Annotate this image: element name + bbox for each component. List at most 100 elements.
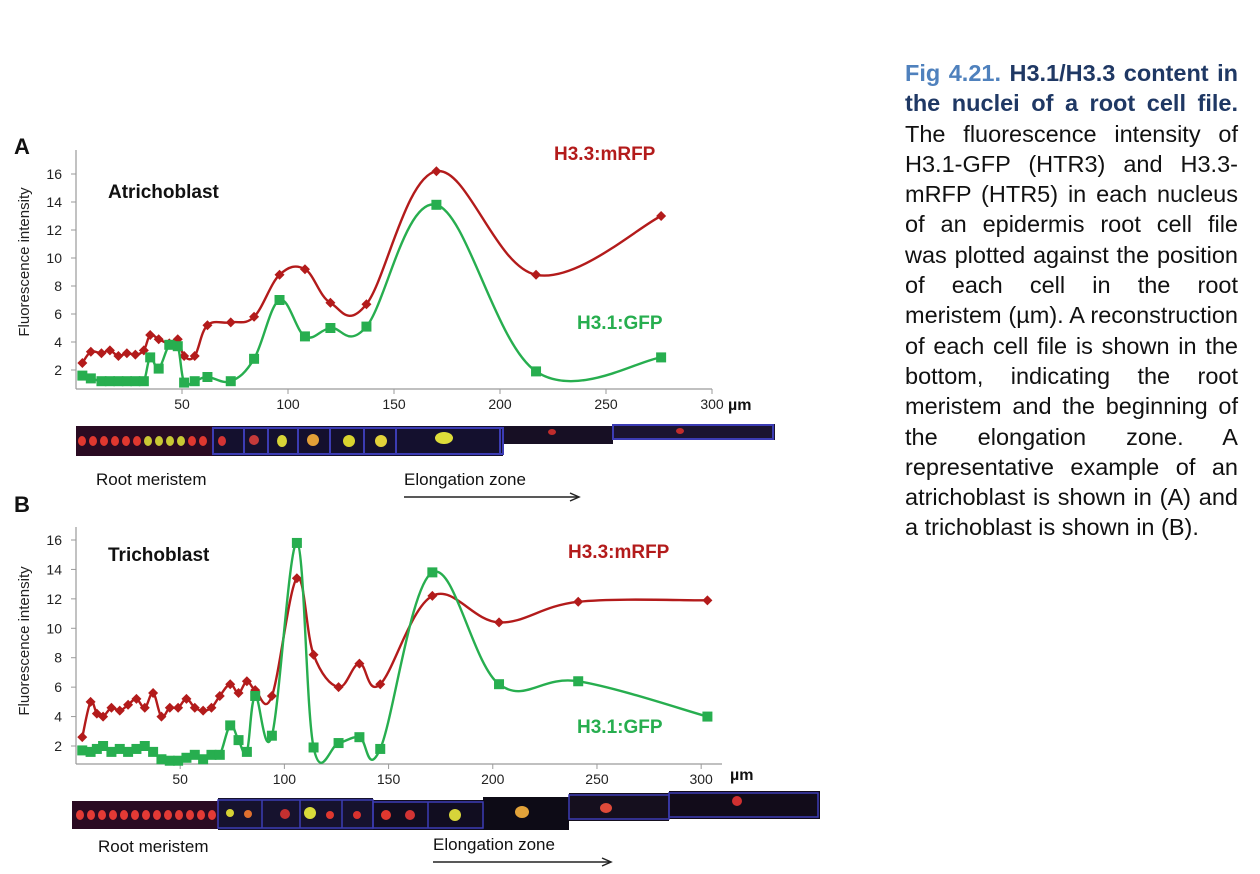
panel-a-h31-point <box>145 352 156 363</box>
panel-b-h31-point <box>427 567 438 578</box>
panel-b-h33-point <box>156 711 167 722</box>
panel-b-h31-point <box>198 754 209 765</box>
panel-b-elongation-arrow <box>433 857 613 867</box>
panel-a-h33-point <box>431 166 442 177</box>
panel-a-h31-point <box>85 373 96 384</box>
panel-b: B Trichoblast Fluorescence intensity 2 4 6… <box>14 492 820 867</box>
panel-b-h33-point <box>139 702 150 713</box>
panel-a-h31-point <box>225 376 236 387</box>
panel-b-h31-point <box>702 711 713 722</box>
panel-b-h31-point <box>214 749 225 760</box>
panel-a-letter: A <box>14 134 30 159</box>
panel-a-h33-point <box>96 348 107 359</box>
panel-b-h33-point <box>131 693 142 704</box>
panel-b-x-tick-label: 50 <box>172 771 188 787</box>
panel-a-h33-point <box>531 269 542 280</box>
panel-b-h31-point <box>206 749 217 760</box>
panel-b-y-tick-label: 14 <box>46 561 62 577</box>
panel-b-h31-point <box>333 738 344 749</box>
panel-b-elongation-zone-label: Elongation zone <box>433 835 555 854</box>
panel-b-x-tick-label: 150 <box>377 771 401 787</box>
panel-a-x-tick-label: 50 <box>174 396 190 412</box>
panel-b-x-unit: µm <box>730 767 753 784</box>
panel-b-h33-point <box>427 590 438 601</box>
panel-a-h31-point <box>531 366 542 377</box>
panel-a-h33-point <box>189 351 200 361</box>
panel-a-h33-point <box>77 358 88 368</box>
panel-a-h33-point <box>249 311 260 322</box>
panel-b-h31-point <box>91 743 102 754</box>
panel-b-y-tick-label: 12 <box>46 591 62 607</box>
panel-a-y-tick-label: 12 <box>46 222 62 238</box>
panel-a-elongation-zone-label: Elongation zone <box>404 470 526 489</box>
panel-a-h31-point <box>249 353 260 364</box>
panel-b-h33-point <box>123 699 134 710</box>
panel-a-y-tick-label: 4 <box>54 334 62 350</box>
panel-b-legend-h33: H3.3:mRFP <box>568 542 670 563</box>
panel-b-h33-point <box>333 682 344 693</box>
panel-a-h31-point <box>189 376 200 387</box>
panel-a-root-meristem-label: Root meristem <box>96 470 207 489</box>
panel-b-h31-point <box>123 746 134 757</box>
panel-a-axes: 2 4 6 8 10 12 14 16 50 100 150 200 250 300 <box>46 150 724 412</box>
panel-b-h33-point <box>198 705 209 716</box>
panel-a-y-tick-label: 8 <box>54 278 62 294</box>
panel-a-h31-point <box>121 376 132 387</box>
panel-b-h33-point <box>148 688 159 699</box>
panel-a-h33-point <box>202 320 213 331</box>
panel-a-h33-point <box>299 264 310 275</box>
panel-b-h33-point <box>106 702 117 713</box>
panel-a-y-tick-label: 2 <box>54 362 62 378</box>
panel-a-x-tick-label: 100 <box>276 396 300 412</box>
panel-b-h31-point <box>375 743 386 754</box>
panel-a-x-tick-label: 300 <box>700 396 724 412</box>
panel-b-y-tick-label: 10 <box>46 620 62 636</box>
panel-b-legend-h31: H3.1:GFP <box>577 717 663 738</box>
panel-b-h31-point <box>98 741 109 751</box>
panel-b-axes: 2 4 6 8 10 12 14 16 50 100 150 200 250 300 <box>46 527 722 787</box>
panel-b-h33-point <box>573 596 584 607</box>
caption-title: H3.1/H3.3 content in the nuclei of a roo… <box>905 60 1238 117</box>
panel-a-y-tick-label: 10 <box>46 250 62 266</box>
panel-a-h31-point <box>274 295 285 305</box>
panel-b-letter: B <box>14 492 30 517</box>
panel-a-h31-point <box>325 323 336 333</box>
panel-a-series <box>77 166 667 388</box>
panel-b-h33-point <box>173 702 184 713</box>
panel-b-h33-point <box>308 649 319 660</box>
panel-b-h33-point <box>241 676 252 687</box>
panel-a-h31-point <box>130 376 141 387</box>
panel-b-h33-point <box>214 690 225 701</box>
panel-b-h33-point <box>494 617 505 628</box>
panel-a-legend-h31: H3.1:GFP <box>577 313 663 334</box>
panel-a-h33-point <box>656 211 667 221</box>
panel-a-h31-point <box>172 341 183 352</box>
panel-b-y-tick-label: 16 <box>46 532 62 548</box>
panel-b-h33-point <box>181 693 192 704</box>
panel-b-x-tick-label: 250 <box>585 771 609 787</box>
panel-b-h33-point <box>354 658 365 669</box>
panel-a: A Atrichoblast Fluorescence intensity 2 4… <box>14 134 775 502</box>
panel-b-h31-point <box>156 754 167 765</box>
panel-a-x-unit: µm <box>728 397 751 414</box>
panel-b-h31-point <box>106 746 117 757</box>
panel-b-h33-point <box>77 732 88 743</box>
panel-b-h31-point <box>139 741 150 751</box>
panel-a-y-tick-label: 6 <box>54 306 62 322</box>
panel-b-y-tick-label: 2 <box>54 738 62 754</box>
panel-a-y-axis-label: Fluorescence intensity <box>16 187 33 337</box>
panel-a-h33-point <box>179 351 190 361</box>
caption-body: The fluorescence intensity of H3.1-GFP (… <box>905 120 1238 541</box>
panel-a-h33-point <box>145 330 156 340</box>
panel-a-h33-point <box>153 334 164 345</box>
panel-b-x-tick-label: 300 <box>689 771 713 787</box>
panel-b-h31-point <box>85 746 96 757</box>
panel-b-h31-point <box>250 690 261 701</box>
panel-b-h31-point <box>148 746 159 757</box>
panel-a-h33-point <box>325 297 336 308</box>
panel-b-h33-point <box>233 688 244 699</box>
panel-a-h33-point <box>225 317 236 328</box>
panel-a-h33-point <box>274 269 285 280</box>
panel-b-y-tick-label: 6 <box>54 679 62 695</box>
